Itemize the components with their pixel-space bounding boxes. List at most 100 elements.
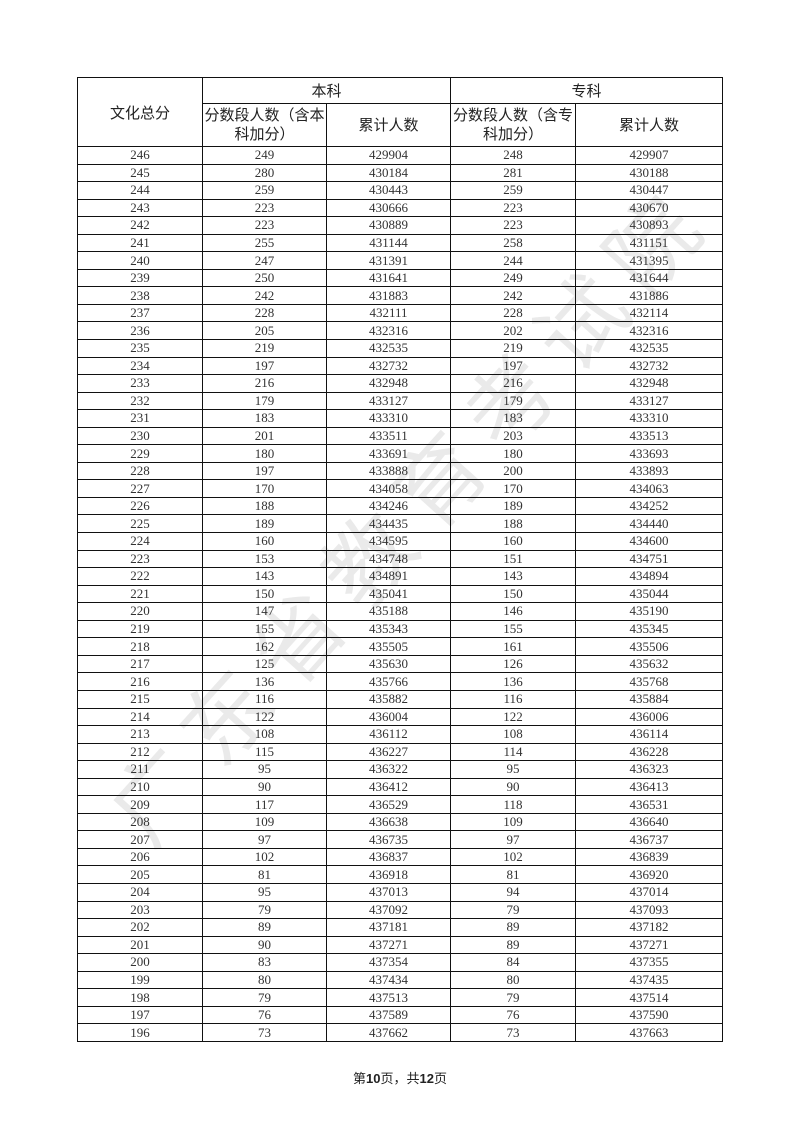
cell-college-count: 228	[450, 303, 577, 323]
cell-undergrad-cumulative: 432732	[325, 356, 452, 376]
table-row: 201 90 437271 89 437271	[77, 935, 724, 955]
cell-score: 221	[77, 584, 203, 604]
cell-score: 210	[77, 777, 203, 797]
cell-undergrad-cumulative: 436918	[325, 865, 452, 884]
cell-college-count: 160	[450, 532, 577, 551]
cell-undergrad-count: 115	[202, 742, 327, 762]
cell-college-cumulative: 434440	[575, 514, 724, 534]
cell-undergrad-cumulative: 436735	[325, 830, 452, 849]
cell-undergrad-cumulative: 437092	[325, 900, 452, 920]
cell-college-count: 102	[450, 847, 577, 867]
cell-undergrad-count: 170	[202, 479, 327, 498]
cell-undergrad-count: 109	[202, 812, 327, 832]
cell-college-cumulative: 436737	[575, 830, 724, 849]
cell-undergrad-count: 183	[202, 409, 327, 428]
cell-college-count: 126	[450, 654, 577, 674]
cell-score: 244	[77, 181, 203, 200]
cell-score: 245	[77, 163, 203, 183]
cell-college-count: 155	[450, 619, 577, 639]
table-row: 217 125 435630 126 435632	[77, 654, 724, 674]
cell-college-count: 109	[450, 812, 577, 832]
cell-college-count: 84	[450, 953, 577, 972]
cell-college-cumulative: 433310	[575, 409, 724, 428]
cell-undergrad-cumulative: 432535	[325, 339, 452, 358]
cell-college-count: 219	[450, 339, 577, 358]
cell-college-cumulative: 437590	[575, 1005, 724, 1025]
cell-score: 196	[77, 1023, 203, 1042]
cell-undergrad-cumulative: 431144	[325, 233, 452, 253]
cell-college-count: 189	[450, 496, 577, 516]
cell-undergrad-cumulative: 437354	[325, 953, 452, 972]
cell-score: 237	[77, 303, 203, 323]
cell-score: 217	[77, 654, 203, 674]
cell-undergrad-cumulative: 437271	[325, 935, 452, 955]
cell-score: 228	[77, 461, 203, 481]
header-score: 文化总分	[77, 77, 203, 147]
cell-undergrad-count: 259	[202, 181, 327, 200]
cell-college-count: 197	[450, 356, 577, 376]
cell-score: 200	[77, 953, 203, 972]
cell-undergrad-cumulative: 437662	[325, 1023, 452, 1042]
cell-college-cumulative: 437514	[575, 988, 724, 1007]
cell-college-cumulative: 433513	[575, 426, 724, 446]
cell-college-count: 281	[450, 163, 577, 183]
cell-college-cumulative: 430893	[575, 216, 724, 235]
cell-score: 204	[77, 882, 203, 902]
footer-middle: 页，共	[380, 1071, 420, 1086]
cell-score: 226	[77, 496, 203, 516]
cell-score: 211	[77, 760, 203, 779]
table-row: 239 250 431641 249 431644	[77, 268, 724, 288]
table-row: 211 95 436322 95 436323	[77, 760, 724, 779]
cell-college-count: 89	[450, 935, 577, 955]
table-row: 198 79 437513 79 437514	[77, 988, 724, 1007]
cell-college-count: 89	[450, 918, 577, 937]
header-college: 专科	[450, 77, 724, 104]
cell-college-cumulative: 436640	[575, 812, 724, 832]
cell-undergrad-cumulative: 437589	[325, 1005, 452, 1025]
cell-undergrad-cumulative: 435188	[325, 602, 452, 621]
cell-undergrad-cumulative: 434748	[325, 549, 452, 569]
cell-college-cumulative: 433893	[575, 461, 724, 481]
total-pages: 12	[419, 1071, 434, 1086]
cell-score: 240	[77, 251, 203, 270]
cell-college-cumulative: 433127	[575, 391, 724, 411]
cell-undergrad-count: 223	[202, 198, 327, 218]
table-row: 223 153 434748 151 434751	[77, 549, 724, 569]
cell-score: 243	[77, 198, 203, 218]
cell-college-cumulative: 434751	[575, 549, 724, 569]
table-row: 215 116 435882 116 435884	[77, 689, 724, 709]
cell-undergrad-count: 179	[202, 391, 327, 411]
cell-undergrad-cumulative: 436529	[325, 795, 452, 814]
cell-undergrad-cumulative: 431641	[325, 268, 452, 288]
cell-college-count: 242	[450, 286, 577, 305]
cell-score: 214	[77, 707, 203, 727]
cell-college-cumulative: 432948	[575, 374, 724, 393]
cell-college-count: 259	[450, 181, 577, 200]
page-number: 第10页，共12页	[0, 1068, 800, 1087]
cell-score: 207	[77, 830, 203, 849]
cell-college-count: 248	[450, 146, 577, 165]
cell-score: 231	[77, 409, 203, 428]
cell-college-count: 97	[450, 830, 577, 849]
cell-undergrad-cumulative: 430889	[325, 216, 452, 235]
cell-undergrad-count: 90	[202, 935, 327, 955]
table-row: 228 197 433888 200 433893	[77, 461, 724, 481]
table-row: 207 97 436735 97 436737	[77, 830, 724, 849]
cell-score: 241	[77, 233, 203, 253]
table-row: 245 280 430184 281 430188	[77, 163, 724, 183]
cell-undergrad-count: 81	[202, 865, 327, 884]
cell-undergrad-cumulative: 434058	[325, 479, 452, 498]
table-row: 238 242 431883 242 431886	[77, 286, 724, 305]
header-undergrad-cumulative: 累计人数	[325, 103, 452, 147]
cell-undergrad-cumulative: 433888	[325, 461, 452, 481]
cell-college-cumulative: 436228	[575, 742, 724, 762]
header-college-count: 分数段人数（含专科加分）	[450, 103, 577, 147]
cell-undergrad-count: 83	[202, 953, 327, 972]
cell-college-count: 249	[450, 268, 577, 288]
cell-undergrad-cumulative: 430443	[325, 181, 452, 200]
cell-undergrad-count: 136	[202, 672, 327, 691]
table-row: 209 117 436529 118 436531	[77, 795, 724, 814]
cell-college-cumulative: 433693	[575, 444, 724, 463]
cell-score: 216	[77, 672, 203, 691]
cell-college-count: 223	[450, 198, 577, 218]
